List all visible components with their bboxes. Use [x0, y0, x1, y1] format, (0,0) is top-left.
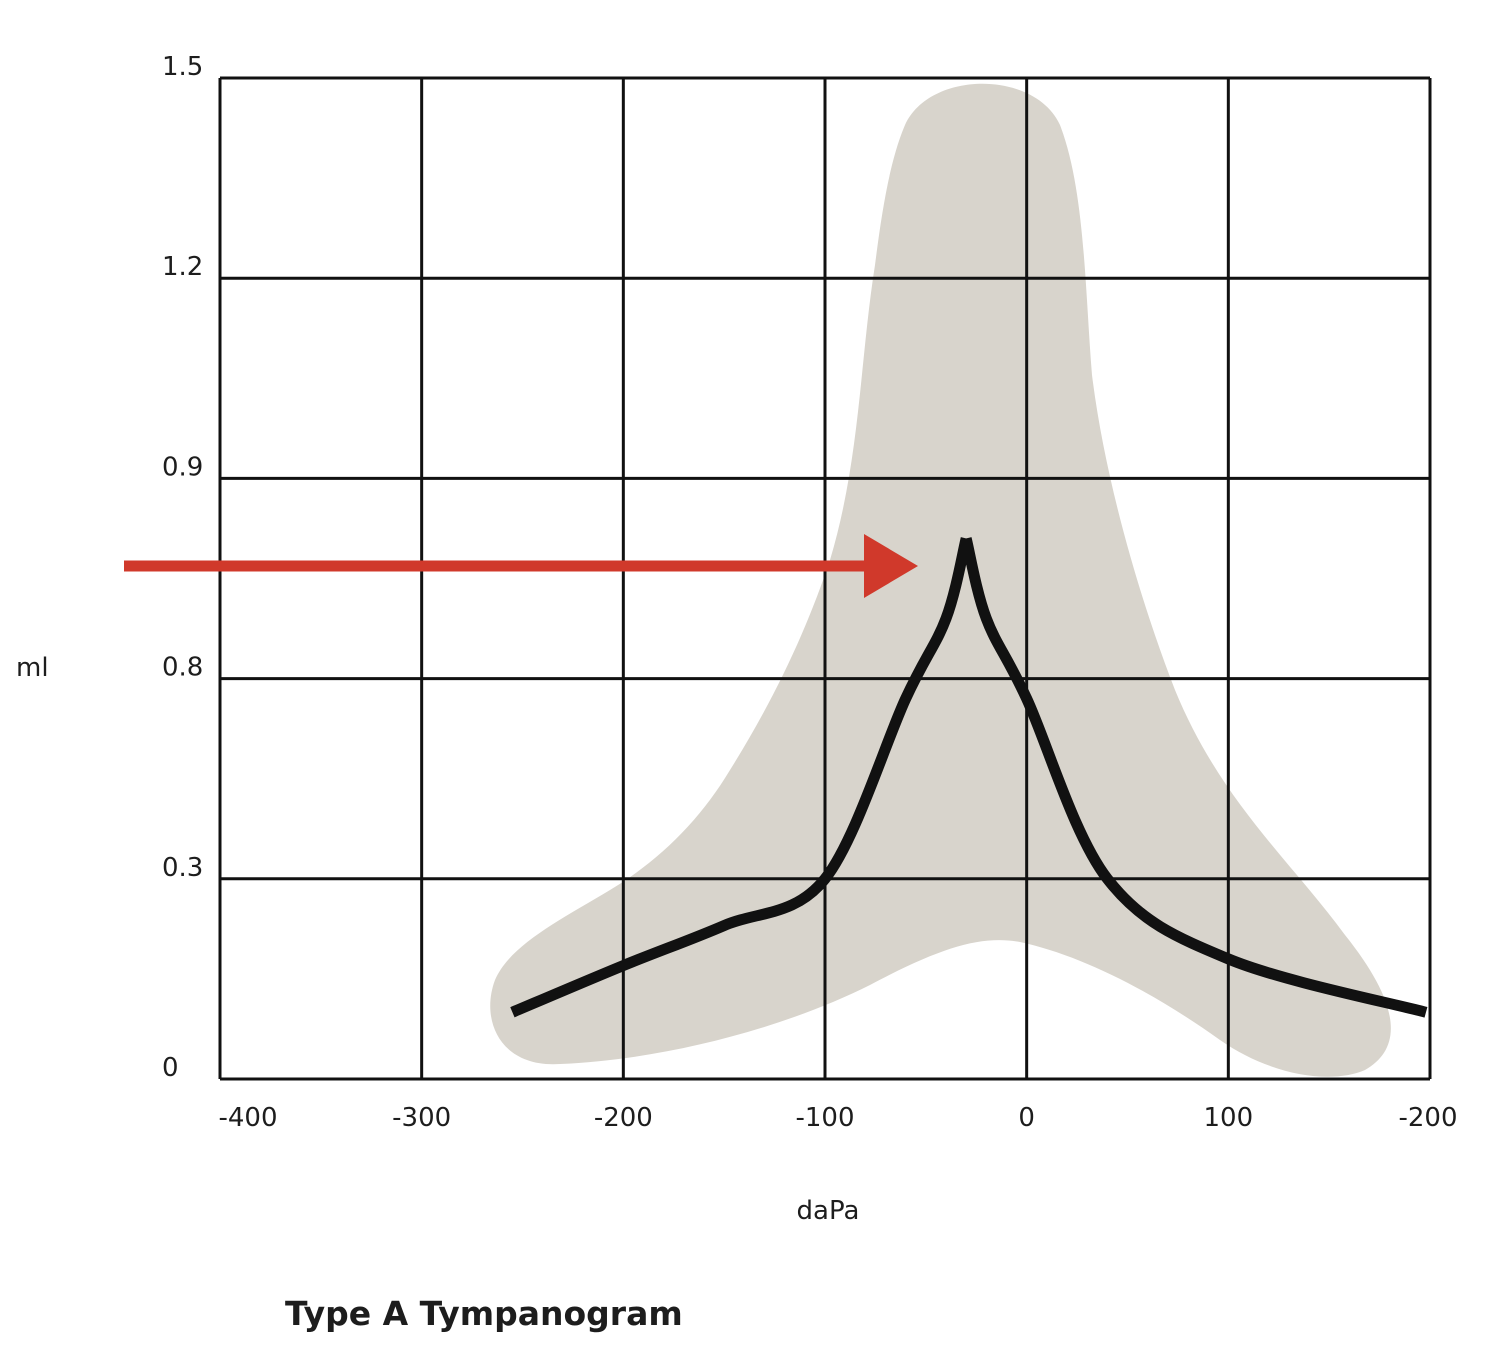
x-tick-label: 100 [1204, 1103, 1254, 1133]
chart-title: Type A Tympanogram [285, 1294, 683, 1333]
y-tick-label: 0.3 [162, 853, 203, 883]
y-tick-label: 1.5 [162, 52, 203, 82]
tympanogram-curve [510, 537, 1428, 1018]
grid [218, 76, 1432, 1081]
arrow-head [864, 534, 918, 598]
y-axis-label: ml [16, 653, 49, 683]
y-tick-label: 1.2 [162, 252, 203, 282]
x-tick-label: -200 [594, 1103, 653, 1133]
x-axis-ticks: -400 -300 -200 -100 0 100 -200 [218, 1103, 1457, 1133]
y-tick-label: 0.9 [162, 452, 203, 482]
x-tick-label: -400 [218, 1103, 277, 1133]
y-tick-label: 0 [162, 1053, 179, 1083]
y-axis-ticks: 0 0.3 0.8 0.9 1.2 1.5 [162, 52, 203, 1083]
y-tick-label: 0.8 [162, 653, 203, 683]
x-tick-label: -300 [392, 1103, 451, 1133]
x-axis-label: daPa [797, 1196, 860, 1226]
x-tick-label: -200 [1398, 1103, 1457, 1133]
x-tick-label: -100 [795, 1103, 854, 1133]
normal-range-region [490, 83, 1391, 1077]
x-tick-label: 0 [1018, 1103, 1035, 1133]
peak-arrow [124, 534, 918, 598]
